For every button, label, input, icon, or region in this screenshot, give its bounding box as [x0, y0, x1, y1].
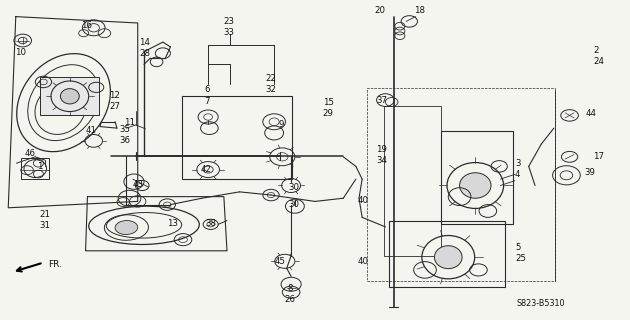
Text: 36: 36 [120, 136, 130, 145]
Text: 30: 30 [288, 200, 299, 209]
Text: 40: 40 [358, 196, 369, 205]
Text: 29: 29 [323, 109, 333, 118]
Text: 45: 45 [274, 257, 285, 266]
Text: 27: 27 [110, 102, 120, 111]
Text: 25: 25 [515, 254, 526, 263]
Text: 30: 30 [288, 183, 299, 192]
Bar [384, 106, 441, 256]
Bar [181, 96, 292, 179]
Text: 13: 13 [168, 219, 178, 228]
Text: 31: 31 [40, 221, 50, 230]
Text: 5: 5 [515, 243, 520, 252]
Text: 19: 19 [376, 145, 387, 154]
Bar [367, 88, 555, 281]
Text: 11: 11 [124, 118, 135, 127]
Text: 22: 22 [265, 74, 277, 83]
Text: 6: 6 [204, 85, 210, 94]
Text: 44: 44 [585, 109, 597, 118]
Text: 26: 26 [284, 295, 295, 304]
Text: 46: 46 [25, 149, 35, 158]
Bar [21, 158, 49, 179]
Text: 2: 2 [593, 45, 599, 55]
Text: 38: 38 [205, 219, 217, 228]
Text: 8: 8 [287, 284, 292, 292]
Text: 32: 32 [265, 85, 277, 94]
Text: 21: 21 [40, 210, 50, 219]
Text: 9: 9 [278, 120, 284, 129]
Ellipse shape [60, 89, 79, 104]
Text: 28: 28 [139, 49, 150, 58]
Ellipse shape [459, 173, 491, 198]
Ellipse shape [435, 246, 462, 269]
Text: 42: 42 [201, 165, 212, 174]
Text: 40: 40 [358, 258, 369, 267]
Text: 16: 16 [81, 21, 92, 30]
Text: 4: 4 [515, 171, 520, 180]
Text: 20: 20 [375, 6, 386, 15]
Text: 14: 14 [139, 38, 150, 47]
Text: 37: 37 [376, 96, 387, 105]
Text: 10: 10 [14, 48, 26, 57]
Text: 34: 34 [376, 156, 387, 165]
Text: 33: 33 [224, 28, 234, 37]
Bar [441, 131, 513, 224]
Text: 24: 24 [593, 57, 604, 66]
Text: 17: 17 [593, 152, 604, 161]
Text: 41: 41 [86, 125, 96, 134]
Text: S823-B5310: S823-B5310 [516, 299, 564, 308]
Text: 18: 18 [415, 6, 425, 15]
Text: 3: 3 [515, 159, 520, 168]
Text: 39: 39 [584, 168, 595, 177]
Text: 12: 12 [110, 91, 120, 100]
Text: 23: 23 [224, 17, 234, 26]
Bar [389, 220, 505, 287]
Text: 7: 7 [204, 97, 210, 106]
Text: 43: 43 [133, 180, 144, 189]
Text: 35: 35 [120, 125, 130, 134]
Text: FR.: FR. [48, 260, 62, 269]
Bar [40, 77, 100, 116]
Ellipse shape [115, 220, 138, 235]
Text: 1: 1 [37, 162, 43, 171]
Text: 15: 15 [323, 98, 333, 107]
